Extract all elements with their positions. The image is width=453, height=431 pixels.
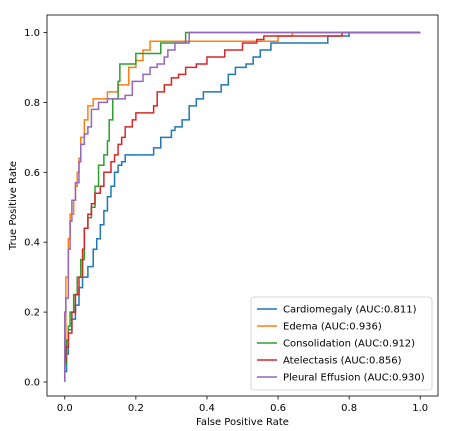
y-tick-label: 1.0 <box>24 28 40 39</box>
y-tick-label: 0.0 <box>24 378 40 389</box>
legend-label: Pleural Effusion (AUC:0.930) <box>283 373 425 384</box>
y-tick-label: 0.4 <box>24 238 40 249</box>
x-tick-label: 0.8 <box>341 403 357 414</box>
legend: Cardiomegaly (AUC:0.811) Edema (AUC:0.936… <box>250 296 433 391</box>
y-tick-label: 0.8 <box>24 98 40 109</box>
x-axis-label: False Positive Rate <box>196 417 289 428</box>
series-lines <box>64 31 421 383</box>
series-line-4 <box>64 31 421 383</box>
y-tick-label: 0.6 <box>24 168 40 179</box>
plot-frame <box>46 14 439 397</box>
legend-box <box>250 296 433 391</box>
x-tick-label: 0.2 <box>128 403 144 414</box>
y-axis-label: True Positive Rate <box>8 161 19 251</box>
x-tick-label: 0.0 <box>57 403 73 414</box>
x-tick-label: 1.0 <box>412 403 428 414</box>
series-line-5 <box>64 31 421 383</box>
legend-label: Edema (AUC:0.936) <box>283 322 382 333</box>
series-line-3 <box>64 31 421 383</box>
x-tick-label: 0.4 <box>199 403 215 414</box>
series-line-1 <box>64 31 421 383</box>
legend-label: Atelectasis (AUC:0.856) <box>283 356 402 367</box>
axis-ticks: 0.0 0.2 0.4 0.6 0.8 1.0 0.0 0.2 0.4 0.6 0.8 1.0 <box>24 28 428 414</box>
legend-label: Cardiomegaly (AUC:0.811) <box>283 305 417 316</box>
y-tick-label: 0.2 <box>24 308 40 319</box>
legend-label: Consolidation (AUC:0.912) <box>283 339 415 350</box>
x-tick-label: 0.6 <box>270 403 286 414</box>
